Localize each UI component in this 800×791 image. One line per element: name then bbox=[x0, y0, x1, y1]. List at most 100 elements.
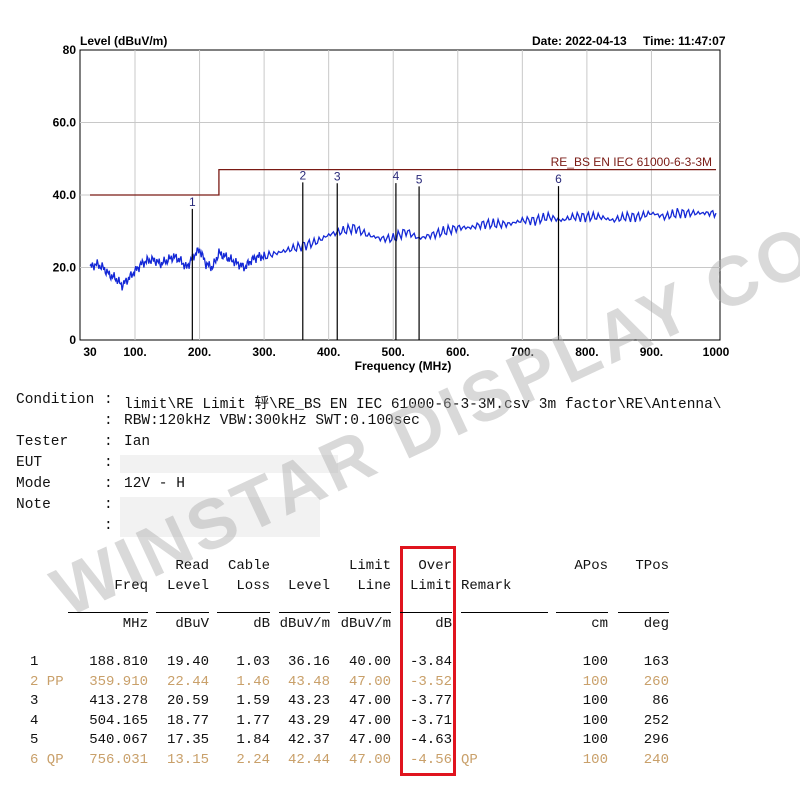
x-tick-label: 1000 bbox=[703, 345, 730, 359]
table-cell-freq: 504.165 bbox=[89, 712, 148, 729]
table-cell-limit: 47.00 bbox=[348, 712, 391, 729]
table-cell-tpos: 163 bbox=[643, 654, 669, 670]
condition-colon: : bbox=[104, 392, 113, 408]
table-cell-limit: 40.00 bbox=[348, 654, 391, 670]
table-cell-apos: 100 bbox=[582, 693, 608, 710]
header-limit: Limit bbox=[348, 558, 391, 574]
condition-colon: : bbox=[104, 434, 113, 450]
header-read: Level bbox=[166, 578, 209, 594]
header-over: Limit bbox=[409, 578, 452, 594]
table-cell-remark: QP bbox=[461, 752, 478, 768]
y-tick-label: 80 bbox=[63, 43, 77, 57]
table-cell-no: 4 bbox=[30, 712, 39, 729]
header-limit: Line bbox=[357, 578, 391, 594]
table-cell-apos: 100 bbox=[582, 654, 608, 670]
y-tick-label: 0 bbox=[69, 333, 76, 347]
header-underline bbox=[400, 612, 452, 613]
table-cell-read: 13.15 bbox=[166, 752, 209, 768]
unit-read: dBuV bbox=[175, 616, 209, 632]
condition-colon: : bbox=[104, 518, 113, 534]
condition-key: Tester bbox=[16, 434, 69, 450]
table-cell-level: 43.23 bbox=[287, 693, 330, 710]
unit-tpos: deg bbox=[643, 616, 669, 632]
header-underline bbox=[156, 612, 209, 613]
table-cell-apos: 100 bbox=[582, 673, 608, 690]
condition-colon: : bbox=[104, 455, 113, 471]
peak-marker-label: 1 bbox=[189, 195, 196, 209]
table-cell-read: 22.44 bbox=[166, 673, 209, 690]
table-cell-cable: 1.03 bbox=[236, 654, 270, 670]
table-cell-no: 6 QP bbox=[30, 752, 64, 768]
x-tick-label: 600. bbox=[446, 345, 469, 359]
header-over: Over bbox=[418, 558, 452, 574]
unit-limit: dBuV/m bbox=[340, 616, 391, 632]
table-cell-apos: 100 bbox=[582, 752, 608, 768]
condition-value: limit\RE Limit 轷\RE_BS EN IEC 61000-6-3-… bbox=[124, 397, 722, 413]
header-underline bbox=[461, 612, 548, 613]
y-tick-label: 20.0 bbox=[53, 261, 77, 275]
condition-key: EUT bbox=[16, 455, 43, 471]
x-tick-label: 400. bbox=[317, 345, 340, 359]
table-cell-no: 2 PP bbox=[30, 673, 64, 690]
y-tick-label: 60.0 bbox=[53, 116, 77, 130]
x-tick-label: 300. bbox=[252, 345, 275, 359]
header-level: Level bbox=[287, 578, 330, 594]
table-cell-level: 43.48 bbox=[287, 673, 330, 690]
table-cell-no: 1 bbox=[30, 654, 39, 670]
table-cell-level: 43.29 bbox=[287, 712, 330, 729]
condition-key: Note bbox=[16, 497, 51, 513]
condition-value: 12V - H bbox=[124, 476, 185, 492]
header-apos: APos bbox=[574, 558, 608, 574]
table-cell-level: 42.37 bbox=[287, 732, 330, 749]
table-cell-tpos: 240 bbox=[643, 752, 669, 768]
table-cell-freq: 413.278 bbox=[89, 693, 148, 710]
table-cell-over: -3.77 bbox=[409, 693, 452, 710]
table-cell-read: 17.35 bbox=[166, 732, 209, 749]
note-redaction bbox=[120, 497, 320, 537]
x-tick-label: 200. bbox=[188, 345, 211, 359]
table-cell-tpos: 86 bbox=[652, 693, 669, 710]
x-tick-label: 500. bbox=[382, 345, 405, 359]
limit-polyline bbox=[90, 168, 716, 196]
table-cell-limit: 47.00 bbox=[348, 673, 391, 690]
table-cell-limit: 47.00 bbox=[348, 693, 391, 710]
table-cell-level: 36.16 bbox=[287, 654, 330, 670]
table-cell-freq: 756.031 bbox=[89, 752, 148, 768]
header-remark: Remark bbox=[461, 578, 512, 594]
table-cell-freq: 359.910 bbox=[89, 673, 148, 690]
trace-polyline bbox=[89, 207, 717, 291]
header-cable: Loss bbox=[236, 578, 270, 594]
unit-freq: MHz bbox=[122, 616, 148, 632]
condition-value: RBW:120kHz VBW:300kHz SWT:0.100sec bbox=[124, 413, 420, 429]
emission-trace bbox=[89, 207, 717, 291]
unit-apos: cm bbox=[591, 616, 608, 632]
table-cell-cable: 2.24 bbox=[236, 752, 270, 768]
table-cell-over: -3.84 bbox=[409, 654, 452, 670]
table-cell-limit: 47.00 bbox=[348, 732, 391, 749]
header-underline bbox=[217, 612, 270, 613]
limit-label: RE_BS EN IEC 61000-6-3-3M bbox=[551, 155, 712, 169]
x-tick-label: 100. bbox=[123, 345, 146, 359]
table-cell-tpos: 296 bbox=[643, 732, 669, 749]
header-underline bbox=[279, 612, 330, 613]
table-cell-apos: 100 bbox=[582, 712, 608, 729]
peak-marker-label: 4 bbox=[393, 169, 400, 183]
condition-value: Ian bbox=[124, 434, 151, 450]
limit-line bbox=[90, 168, 716, 196]
header-tpos: TPos bbox=[635, 558, 669, 574]
condition-colon: : bbox=[104, 497, 113, 513]
header-freq: Freq bbox=[114, 578, 148, 594]
table-cell-over: -4.56 bbox=[409, 752, 452, 768]
x-tick-label: 800. bbox=[575, 345, 598, 359]
header-read: Read bbox=[175, 558, 209, 574]
table-cell-level: 42.44 bbox=[287, 752, 330, 768]
emission-chart: 12 3 4 5 6 30 100. 200. 300. 400. 500. 600. 700. 800… bbox=[53, 43, 730, 373]
x-axis-label: Frequency (MHz) bbox=[355, 359, 452, 373]
table-cell-no: 5 bbox=[30, 732, 39, 749]
header-cable: Cable bbox=[227, 558, 270, 574]
table-cell-cable: 1.77 bbox=[236, 712, 270, 729]
table-cell-limit: 47.00 bbox=[348, 752, 391, 768]
eut-redaction bbox=[120, 455, 338, 473]
unit-over: dB bbox=[435, 616, 452, 632]
axis-ticks: 30 100. 200. 300. 400. 500. 600. 700. 800. 900. 10… bbox=[53, 43, 730, 359]
